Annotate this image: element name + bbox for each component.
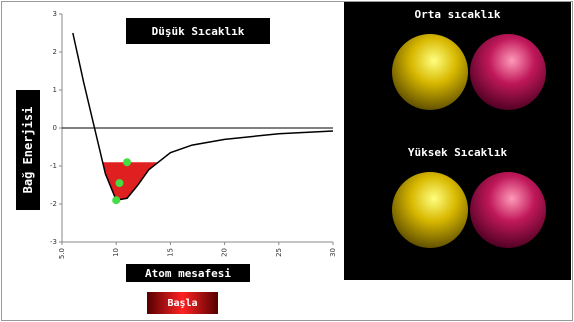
atom xyxy=(392,172,468,248)
y-axis-label: Bağ Enerjisi xyxy=(16,90,40,210)
start-button[interactable]: Başla xyxy=(147,292,218,314)
x-tick-label: 10 xyxy=(112,248,120,257)
particle xyxy=(123,158,131,166)
x-tick-label: 15 xyxy=(166,248,174,257)
x-axis-label: Atom mesafesi xyxy=(126,264,250,282)
chart-title: Düşük Sıcaklık xyxy=(126,18,270,44)
x-tick-label: 20 xyxy=(221,248,229,257)
y-tick-label: -3 xyxy=(50,238,57,246)
atom xyxy=(470,172,546,248)
y-tick-label: -2 xyxy=(50,200,57,208)
y-tick-label: 2 xyxy=(53,48,57,56)
x-tick-label: 25 xyxy=(275,248,283,257)
panel-label: Yüksek Sıcaklık xyxy=(344,144,571,160)
y-tick-label: 3 xyxy=(53,10,57,18)
atom xyxy=(392,34,468,110)
particle xyxy=(112,196,120,204)
y-tick-label: 1 xyxy=(53,86,57,94)
x-tick-label: 30 xyxy=(329,248,337,257)
molecule-panel: Orta sıcaklık Yüksek Sıcaklık xyxy=(344,2,571,280)
particle xyxy=(115,179,123,187)
panel-label: Orta sıcaklık xyxy=(344,6,571,22)
y-tick-label: 0 xyxy=(53,124,57,132)
y-tick-label: -1 xyxy=(50,162,57,170)
x-tick-label: 5.0 xyxy=(58,248,66,259)
app: -3 -2 -1 0 1 2 3 5.0 10 15 20 25 30 Düşük Sıcaklık B… xyxy=(0,0,574,322)
atom xyxy=(470,34,546,110)
